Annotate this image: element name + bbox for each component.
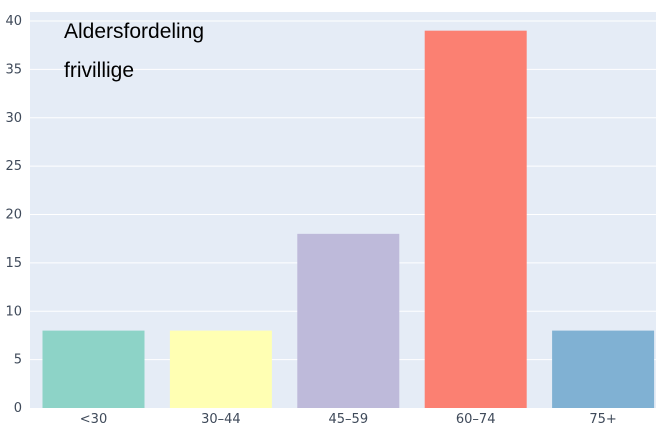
y-tick-label: 35 <box>5 62 22 77</box>
x-tick-label: 30–44 <box>201 412 241 425</box>
x-tick-label: 60–74 <box>456 412 496 425</box>
y-tick-label: 5 <box>14 353 22 368</box>
y-tick-label: 0 <box>14 401 22 416</box>
y-tick-label: 10 <box>5 304 22 319</box>
chart-title-line-2: frivillige <box>64 59 134 82</box>
bar-4 <box>552 330 655 408</box>
chart-title: Aldersfordeling frivillige <box>64 20 204 82</box>
x-axis-ticks: <30 30–44 45–59 60–74 75+ <box>80 412 617 425</box>
y-axis-ticks: 0 5 10 15 20 25 30 35 40 <box>5 14 22 416</box>
bar-3 <box>424 30 527 409</box>
y-tick-label: 15 <box>5 256 22 271</box>
bar-0 <box>42 330 145 408</box>
x-tick-label: <30 <box>80 412 107 425</box>
x-tick-label: 75+ <box>589 412 616 425</box>
y-tick-label: 25 <box>5 159 22 174</box>
chart-title-line-1: Aldersfordeling <box>64 20 204 43</box>
y-tick-label: 20 <box>5 208 22 223</box>
bar-2 <box>297 233 400 408</box>
bars <box>42 30 655 409</box>
bar-1 <box>169 330 272 408</box>
y-tick-label: 30 <box>5 111 22 126</box>
y-tick-label: 40 <box>5 14 22 29</box>
x-tick-label: 45–59 <box>329 412 369 425</box>
